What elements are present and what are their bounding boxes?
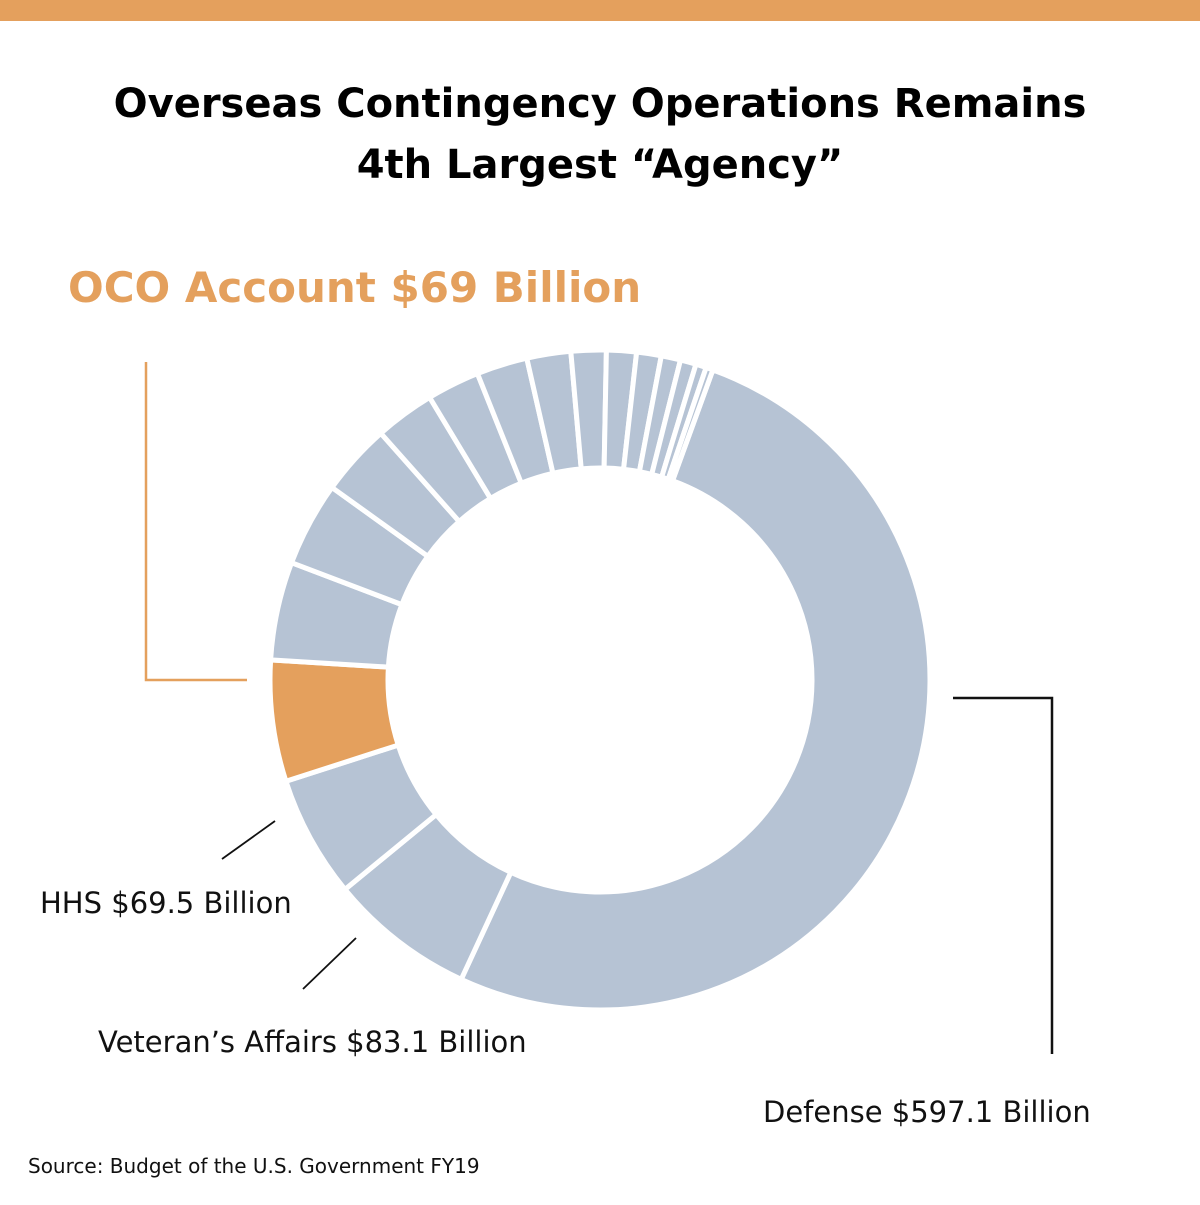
chart-title: Overseas Contingency Operations Remains … (0, 74, 1200, 196)
donut-slice-17 (665, 364, 717, 484)
donut-slices (267, 347, 933, 1013)
defense-callout-label: Defense $597.1 Billion (763, 1095, 1091, 1129)
source-note: Source: Budget of the U.S. Government FY… (28, 1154, 480, 1178)
hhs-callout-label: HHS $69.5 Billion (40, 886, 292, 920)
defense-leader-line (953, 696, 1054, 1054)
top-accent-bar (0, 0, 1200, 21)
va-leader-line (302, 937, 357, 990)
va-callout-label: Veteran’s Affairs $83.1 Billion (98, 1025, 527, 1059)
title-line-1: Overseas Contingency Operations Remains (113, 81, 1087, 127)
oco-callout-label: OCO Account $69 Billion (68, 263, 642, 312)
oco-leader-line (144, 362, 247, 682)
donut-slice-0 (457, 366, 933, 1013)
title-line-2: 4th Largest “Agency” (356, 142, 844, 188)
hhs-leader-line (221, 820, 276, 860)
